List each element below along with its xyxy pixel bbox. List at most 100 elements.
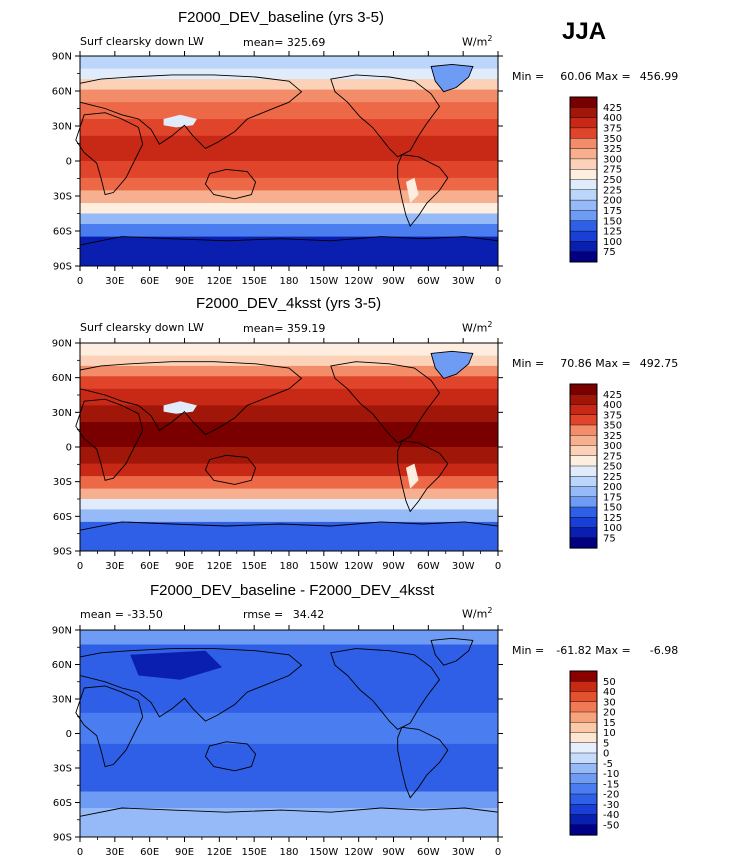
colorbar-label: 425 — [603, 103, 622, 114]
colorbar-swatch — [569, 455, 598, 467]
coastline-europe-asia — [79, 74, 303, 149]
colorbar-label: 175 — [603, 206, 622, 217]
panel3-min-value: -61.82 — [556, 644, 592, 657]
map-panel-1: 90N 60N 30N 0 30S 60S 90S 0 30E 60E 90E 120E 150E 180… — [52, 51, 503, 287]
coastline-greenland — [430, 350, 474, 379]
lon-label: 90W — [382, 847, 405, 858]
lon-label: 60E — [140, 847, 159, 858]
panel1-max-value: 456.99 — [639, 70, 679, 83]
colorbar-swatch — [569, 435, 598, 447]
colorbar-label: -20 — [603, 790, 619, 801]
panel1-mean-label: mean= — [243, 36, 284, 49]
map-band — [80, 79, 498, 91]
colorbar-label: 150 — [603, 503, 622, 514]
colorbar-label: 225 — [603, 472, 622, 483]
colorbar-swatch — [569, 96, 598, 108]
lat-label: 60S — [53, 227, 72, 238]
colorbar-swatch — [569, 752, 598, 764]
panel3-min-label: Min = — [512, 644, 545, 657]
colorbar-label: 200 — [603, 482, 622, 493]
colorbar-swatch — [569, 814, 598, 826]
colorbar-swatch — [569, 486, 598, 498]
panel3-mean-value: -33.50 — [127, 608, 163, 621]
panel2-max-value: 492.75 — [639, 357, 679, 370]
lon-label: 150E — [241, 561, 266, 572]
lon-label: 150W — [309, 276, 338, 287]
lat-label: 90S — [53, 262, 72, 273]
colorbar-label: 200 — [603, 196, 622, 207]
panel2-min-value: 70.86 — [560, 357, 592, 370]
lon-label: 60W — [417, 276, 440, 287]
map-panel-3: 90N 60N 30N 0 30S 60S 90S 0 30E 60E 90E 120E 150E 180… — [52, 625, 503, 858]
lat-label: 0 — [66, 157, 72, 168]
colorbar-swatch — [569, 138, 598, 150]
lon-label: 180 — [279, 561, 298, 572]
colorbar-label: 300 — [603, 441, 622, 452]
coastline-australia — [204, 168, 257, 200]
lon-label: 150W — [309, 847, 338, 858]
lat-label: 90S — [53, 547, 72, 558]
colorbar-label: 350 — [603, 421, 622, 432]
lon-label: 150E — [241, 276, 266, 287]
colorbar-swatch — [569, 793, 598, 805]
lat-label: 60N — [52, 660, 72, 671]
map-band — [80, 161, 498, 179]
colorbar-swatch — [569, 127, 598, 139]
lat-label: 90N — [52, 339, 72, 350]
colorbar-label: 30 — [603, 697, 616, 708]
colorbar-swatch — [569, 107, 598, 119]
colorbar-label: -50 — [603, 820, 619, 831]
colorbar-label: 175 — [603, 492, 622, 503]
map-cool-region — [163, 114, 197, 128]
lon-label: 90W — [382, 276, 405, 287]
lon-label: 90E — [175, 561, 194, 572]
colorbar-swatch — [569, 506, 598, 518]
panel3-max-value: -6.98 — [649, 644, 679, 657]
lat-label: 90N — [52, 52, 72, 63]
colorbar-swatch — [569, 404, 598, 416]
lon-label: 30W — [452, 276, 475, 287]
lon-label: 30W — [452, 561, 475, 572]
lat-label: 30S — [53, 192, 72, 203]
panel3-mean-label: mean = — [80, 608, 124, 621]
panel2-units-text: W/m — [462, 321, 488, 335]
colorbar-label: 100 — [603, 523, 622, 534]
lon-label: 0 — [77, 847, 83, 858]
colorbar-swatch — [569, 527, 598, 539]
coastline-north-america — [330, 74, 441, 158]
season-label: JJA — [562, 18, 607, 45]
colorbar-swatch — [569, 148, 598, 160]
colorbar-swatch — [569, 210, 598, 222]
colorbar-swatch — [569, 742, 598, 754]
map-band — [80, 119, 498, 137]
colorbar-swatch — [569, 537, 598, 549]
panel1-units-text: W/m — [462, 35, 488, 49]
colorbar-label: 275 — [603, 165, 622, 176]
colorbar-label: 375 — [603, 410, 622, 421]
map-cool-region — [163, 401, 197, 414]
colorbar-label: 300 — [603, 154, 622, 165]
colorbar-swatch — [569, 117, 598, 129]
lon-label: 180 — [279, 847, 298, 858]
panel3-mean: mean = -33.50 — [80, 608, 163, 621]
colorbar-swatch — [569, 711, 598, 723]
lon-label: 90W — [382, 561, 405, 572]
colorbar-swatch — [569, 220, 598, 232]
map-band — [80, 56, 498, 70]
map-band — [80, 509, 498, 523]
panel1-minmax: Min = 60.06 Max = 456.99 — [512, 70, 678, 83]
colorbar-label: 125 — [603, 513, 622, 524]
lon-label: 120E — [207, 276, 232, 287]
lon-label: 180 — [279, 276, 298, 287]
panel3-units-exp: 2 — [487, 606, 493, 615]
panel1-units-exp: 2 — [487, 34, 493, 43]
panel1-title: F2000_DEV_baseline (yrs 3-5) — [178, 9, 384, 26]
colorbar-label: 100 — [603, 237, 622, 248]
lat-label: 0 — [66, 443, 72, 454]
panel1-mean: mean= 325.69 — [243, 36, 325, 49]
map-band — [80, 476, 498, 490]
map-band — [80, 422, 498, 448]
map-band — [80, 68, 498, 80]
colorbar-swatch — [569, 691, 598, 703]
panel2-title: F2000_DEV_4ksst (yrs 3-5) — [196, 295, 382, 312]
